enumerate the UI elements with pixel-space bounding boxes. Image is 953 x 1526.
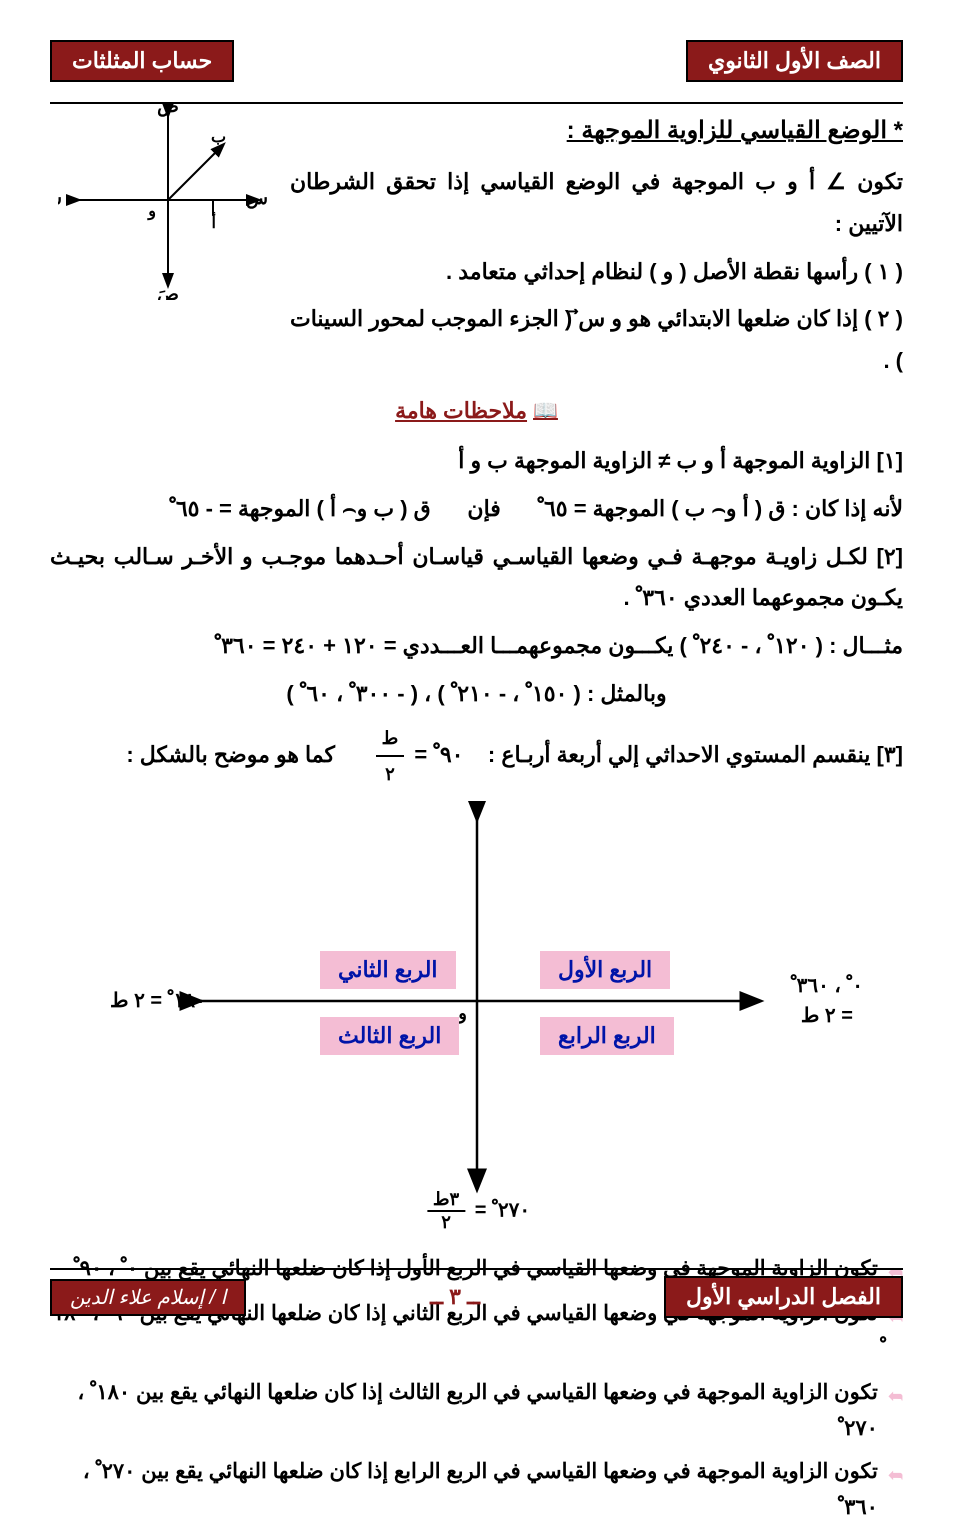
example-line1: مثـــال : ( ١٢٠ ْ ، - ٢٤٠ ْ ) يكـــون مج… [50, 625, 903, 667]
note1-part-a: لأنه إذا كان : ق ( أ و⌢ ب ) الموجهة = ٦٥… [537, 496, 903, 521]
frac-num: ط [376, 721, 405, 757]
example-line2: وبالمثل : ( ١٥٠ ْ ، - ٢١٠ ْ ) ، ( - ٣٠٠ … [50, 673, 903, 715]
grade-badge: الصف الأول الثانوي [686, 40, 903, 82]
svg-text:أ: أ [212, 211, 216, 232]
cond-1: ( ١ ) رأسها نقطة الأصل ( و ) لنظام إحداث… [290, 251, 903, 293]
svg-text:ص: ص [157, 100, 179, 117]
svg-text:سَ: سَ [58, 188, 62, 209]
axis-diagram: ص صَ س سَ و ب أ [58, 100, 278, 300]
note3-angle: ٩٠ ْ = [414, 742, 463, 767]
quad4-label: الربع الرابع [540, 1017, 674, 1055]
intro-line: تكون ∠ أ و ب الموجهة في الوضع القياسي إذ… [290, 161, 903, 245]
bullet-4-name: الرابع [394, 1460, 441, 1483]
footer-divider [50, 1268, 903, 1270]
bullet-icon: ➦ [888, 1460, 903, 1491]
note3-suffix: كما هو موضح بالشكل : [126, 742, 335, 767]
frac-den: ٢ [376, 757, 405, 791]
left-axis-label: ١٨٠ ْ = ٢ ط [110, 986, 206, 1016]
bottom-val: ٢٧٠ ْ = [475, 1199, 530, 1221]
bullet-icon: ➦ [888, 1381, 903, 1412]
page-number: ــ ٣ ــ [430, 1284, 480, 1310]
svg-text:ب: ب [211, 129, 226, 146]
bullet-3: ➦ تكون الزاوية الموجهة في وضعها القياسي … [50, 1375, 903, 1446]
footer: الفصل الدراسي الأول ــ ٣ ــ ا / إسلام عل… [50, 1268, 903, 1318]
header: الصف الأول الثانوي حساب المثلثات [50, 40, 903, 82]
notes-heading: 📖 ملاحظات هامة [50, 398, 903, 424]
quad1-label: الربع الأول [540, 951, 670, 989]
note3: [٣] ينقسم المستوي الاحداثي إلي أربعة أرب… [50, 721, 903, 791]
note1-fan: فإن [467, 496, 500, 521]
right-axis-label: ٠ ْ ، ٣٦٠ ْ = ٢ ط [791, 971, 863, 1031]
svg-text:س: س [246, 188, 268, 209]
note1-line1: [١] الزاوية الموجهة أ و ب ≠ الزاوية المو… [50, 440, 903, 482]
notes-heading-text: ملاحظات هامة [395, 398, 527, 424]
quad2-label: الربع الثاني [320, 951, 456, 989]
note1-part-c: ق ( ب و⌢ أ ) الموجهة = - ٦٥ ْ [169, 496, 430, 521]
three-pi-over-2: ٣ط ٢ [427, 1189, 465, 1233]
book-icon: 📖 [533, 398, 558, 423]
teacher-badge: ا / إسلام علاء الدين [50, 1279, 246, 1316]
cond-2: ( ٢ ) إذا كان ضلعها الابتدائي هو و س⃗ ( … [290, 298, 903, 382]
quad3-label: الربع الثالث [320, 1017, 459, 1055]
bullet-4: ➦ تكون الزاوية الموجهة في وضعها القياسي … [50, 1454, 903, 1525]
right-axis-label-2: = ٢ ط [801, 1005, 853, 1027]
bullet-4a: تكون الزاوية الموجهة في وضعها القياسي في… [447, 1460, 878, 1483]
note2: [٢] لكـل زاويـة موجهـة فـي وضعها القياسـ… [50, 536, 903, 620]
bullet-3-name: الثالث [389, 1381, 441, 1404]
quadrant-diagram: و الربع الأول الربع الثاني الربع الثالث … [50, 801, 903, 1221]
svg-text:و: و [147, 203, 156, 221]
semester-badge: الفصل الدراسي الأول [664, 1276, 903, 1318]
right-axis-label-1: ٠ ْ ، ٣٦٠ ْ [791, 975, 863, 997]
subject-badge: حساب المثلثات [50, 40, 234, 82]
bottom-frac-den: ٢ [427, 1212, 465, 1233]
bottom-frac-num: ٣ط [427, 1189, 465, 1212]
note1-line2: لأنه إذا كان : ق ( أ و⌢ ب ) الموجهة = ٦٥… [50, 488, 903, 530]
bullet-3a: تكون الزاوية الموجهة في وضعها القياسي في… [447, 1381, 878, 1404]
quadrant-axes: و [157, 801, 797, 1221]
svg-text:صَ: صَ [157, 284, 179, 300]
bottom-axis-label: ٢٧٠ ْ = ٣ط ٢ [423, 1189, 530, 1233]
pi-over-2-fraction: ط ٢ [376, 721, 405, 791]
note3-prefix: [٣] ينقسم المستوي الاحداثي إلي أربعة أرب… [488, 742, 903, 767]
